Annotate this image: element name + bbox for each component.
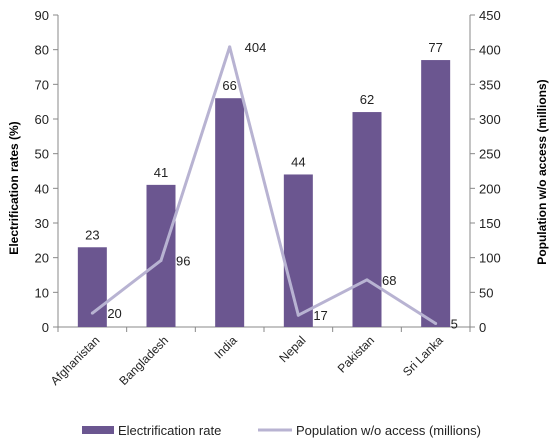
bar xyxy=(77,247,107,327)
bar-value-label: 41 xyxy=(154,165,168,180)
y-tick-label-right: 350 xyxy=(479,77,501,92)
y-tick-label-left: 10 xyxy=(35,285,49,300)
y-tick-label-left: 80 xyxy=(35,43,49,58)
y-tick-label-right: 0 xyxy=(479,320,486,335)
y-tick-label-left: 50 xyxy=(35,147,49,162)
line-value-label: 68 xyxy=(382,273,396,288)
y-tick-label-left: 90 xyxy=(35,8,49,23)
y-tick-label-left: 60 xyxy=(35,112,49,127)
line-series xyxy=(90,45,438,326)
y-axis-title-right: Population w/o access (millions) xyxy=(535,79,549,264)
line-value-label: 96 xyxy=(176,253,190,268)
bar xyxy=(352,112,382,327)
legend-label-line: Population w/o access (millions) xyxy=(296,423,481,438)
y-tick-label-right: 400 xyxy=(479,43,501,58)
x-tick-label: Sri Lanka xyxy=(400,333,446,379)
y-tick-label-left: 40 xyxy=(35,181,49,196)
y-tick-label-right: 450 xyxy=(479,8,501,23)
y-tick-label-right: 200 xyxy=(479,181,501,196)
line-point xyxy=(365,278,369,282)
x-tick-label: Bangladesh xyxy=(116,333,171,388)
line-point xyxy=(228,45,232,49)
bar-value-label: 44 xyxy=(291,154,305,169)
line-value-label: 404 xyxy=(245,40,267,55)
y-tick-label-right: 100 xyxy=(479,251,501,266)
y-tick-label-right: 50 xyxy=(479,285,493,300)
bars xyxy=(77,60,451,328)
legend: Electrification rate Population w/o acce… xyxy=(82,423,481,438)
x-tick-label: Nepal xyxy=(276,333,308,365)
x-tick-label: Afghanistan xyxy=(48,333,103,388)
line-value-label: 17 xyxy=(313,308,327,323)
y-tick-label-right: 300 xyxy=(479,112,501,127)
y-tick-label-right: 250 xyxy=(479,147,501,162)
data-labels: 23 41 66 44 62 77 20 96 404 17 68 5 xyxy=(85,40,458,332)
line-point xyxy=(434,322,438,326)
y-axis-title-left: Electrification rates (%) xyxy=(7,121,21,254)
y-tick-label-left: 30 xyxy=(35,216,49,231)
y-tick-label-left: 0 xyxy=(42,320,49,335)
line-point xyxy=(159,258,163,262)
legend-label-bar: Electrification rate xyxy=(118,423,221,438)
bar-value-label: 66 xyxy=(222,78,236,93)
y-tick-label-left: 20 xyxy=(35,251,49,266)
bar-value-label: 62 xyxy=(360,92,374,107)
x-tick-label: Pakistan xyxy=(335,333,377,375)
bar-value-label: 23 xyxy=(85,227,99,242)
line-path xyxy=(91,45,437,325)
bar xyxy=(421,60,451,328)
bar xyxy=(283,174,313,327)
line-value-label: 20 xyxy=(107,306,121,321)
y-tick-label-right: 150 xyxy=(479,216,501,231)
x-tick-label: India xyxy=(211,333,240,362)
legend-swatch-bar xyxy=(82,426,114,434)
bar xyxy=(215,98,245,327)
line-point xyxy=(296,313,300,317)
line-point xyxy=(90,311,94,315)
bar-value-label: 77 xyxy=(428,40,442,55)
line-value-label: 5 xyxy=(451,317,458,332)
y-tick-label-left: 70 xyxy=(35,77,49,92)
